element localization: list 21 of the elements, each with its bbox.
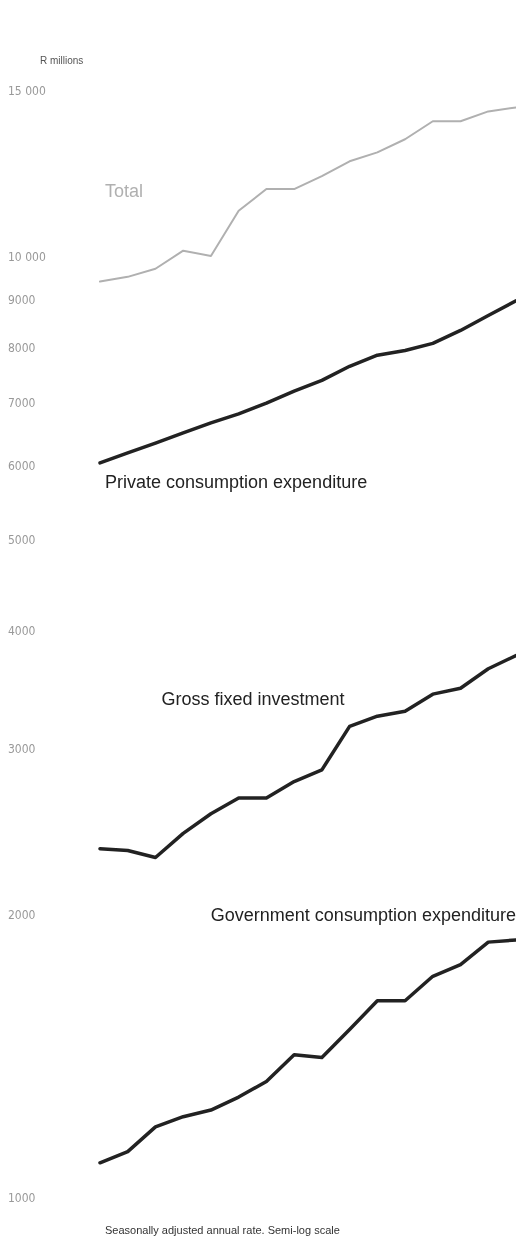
y-tick-label: 10 000 xyxy=(8,249,46,264)
y-tick-label: 8000 xyxy=(8,340,36,355)
y-tick-label: 7000 xyxy=(8,395,36,410)
y-tick-label: 3000 xyxy=(8,741,36,756)
y-tick-label: 1000 xyxy=(8,1191,36,1205)
text: Seasonally adjusted annual rate. Semi-log scale xyxy=(105,1223,340,1236)
line-series xyxy=(98,298,516,465)
y-tick-label: 9000 xyxy=(8,292,36,307)
line-series xyxy=(98,938,516,1165)
series-label: Private consumption expenditure xyxy=(105,471,368,492)
y-tick-label: 5000 xyxy=(8,533,36,548)
line-series xyxy=(99,106,516,283)
y-tick-label: 6000 xyxy=(8,458,36,473)
y-tick-label: 15 000 xyxy=(8,84,46,98)
y-tick-label: 4000 xyxy=(8,624,36,639)
series-label: Government consumption expenditure xyxy=(210,904,516,925)
text: Total xyxy=(105,180,144,201)
series-label: Gross fixed investment xyxy=(161,689,345,710)
line-series xyxy=(98,653,516,860)
y-axis-title: R millions xyxy=(40,54,84,66)
y-tick-label: 2000 xyxy=(8,907,36,922)
